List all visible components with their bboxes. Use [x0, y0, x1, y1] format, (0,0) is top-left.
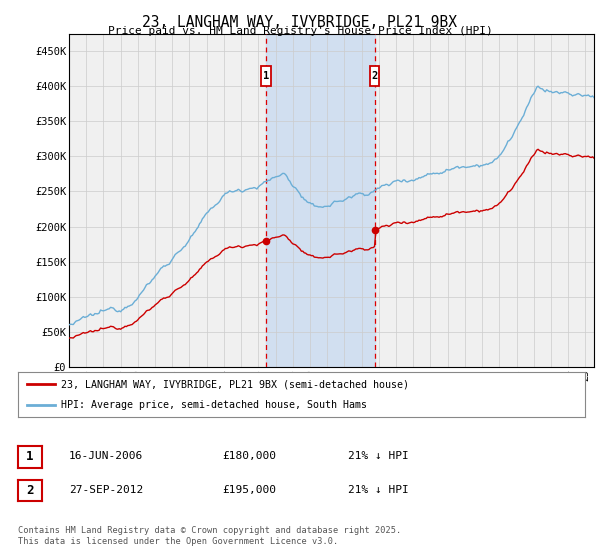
Text: 1: 1	[26, 450, 34, 464]
FancyBboxPatch shape	[370, 66, 379, 86]
Text: 2: 2	[26, 484, 34, 497]
Text: 27-SEP-2012: 27-SEP-2012	[69, 485, 143, 495]
Text: 21% ↓ HPI: 21% ↓ HPI	[348, 485, 409, 495]
Text: 1: 1	[263, 71, 269, 81]
Text: 23, LANGHAM WAY, IVYBRIDGE, PL21 9BX (semi-detached house): 23, LANGHAM WAY, IVYBRIDGE, PL21 9BX (se…	[61, 380, 409, 390]
Text: £195,000: £195,000	[222, 485, 276, 495]
Text: 16-JUN-2006: 16-JUN-2006	[69, 451, 143, 461]
Text: 21% ↓ HPI: 21% ↓ HPI	[348, 451, 409, 461]
Text: Price paid vs. HM Land Registry's House Price Index (HPI): Price paid vs. HM Land Registry's House …	[107, 26, 493, 36]
Text: Contains HM Land Registry data © Crown copyright and database right 2025.
This d: Contains HM Land Registry data © Crown c…	[18, 526, 401, 546]
Text: 23, LANGHAM WAY, IVYBRIDGE, PL21 9BX: 23, LANGHAM WAY, IVYBRIDGE, PL21 9BX	[143, 15, 458, 30]
Text: £180,000: £180,000	[222, 451, 276, 461]
Text: 2: 2	[371, 71, 377, 81]
Text: HPI: Average price, semi-detached house, South Hams: HPI: Average price, semi-detached house,…	[61, 400, 367, 410]
FancyBboxPatch shape	[262, 66, 271, 86]
Bar	[266, 34, 374, 367]
